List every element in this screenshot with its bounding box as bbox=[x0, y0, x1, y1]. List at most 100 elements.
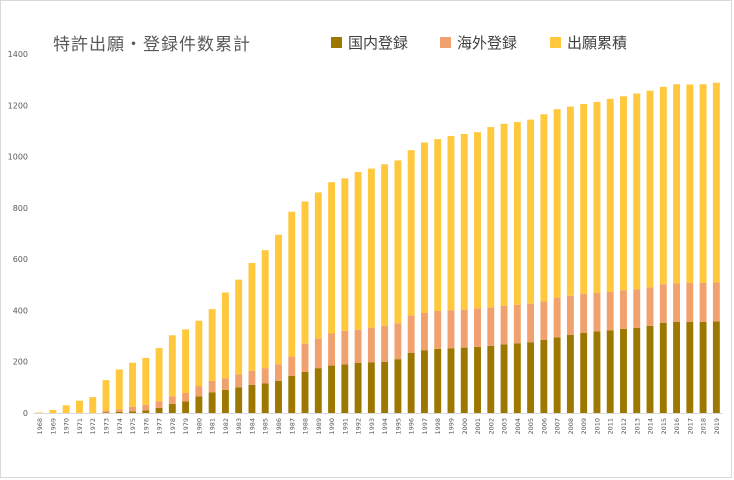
bar-segment-series-2 bbox=[195, 320, 203, 387]
bar-segment-series-1 bbox=[407, 315, 415, 353]
bar-segment-series-0 bbox=[513, 343, 521, 413]
bar-segment-series-1 bbox=[367, 327, 375, 363]
bar-segment-series-2 bbox=[208, 309, 216, 381]
bar-segment-series-1 bbox=[540, 301, 548, 340]
legend-item-domestic: 国内登録 bbox=[331, 33, 408, 52]
bar-segment-series-2 bbox=[314, 192, 322, 339]
bar-segment-series-0 bbox=[474, 346, 481, 413]
bar-segment-series-0 bbox=[620, 328, 627, 413]
bar-segment-series-1 bbox=[115, 409, 123, 412]
bar-segment-series-0 bbox=[659, 322, 667, 413]
bar-segment-series-0 bbox=[367, 362, 375, 413]
bar-segment-series-1 bbox=[354, 329, 362, 363]
y-tick-label: 1000 bbox=[8, 153, 28, 162]
bar-segment-series-0 bbox=[221, 389, 229, 413]
bar-segment-series-1 bbox=[420, 312, 428, 351]
x-tick-label: 1975 bbox=[129, 418, 137, 435]
bar-segment-series-0 bbox=[434, 348, 442, 413]
x-tick-label: 2008 bbox=[567, 418, 575, 435]
bar-segment-series-2 bbox=[407, 150, 415, 316]
legend-swatch-domestic bbox=[331, 36, 342, 48]
bar-segment-series-2 bbox=[155, 348, 163, 402]
bar-segment-series-0 bbox=[195, 396, 203, 413]
bar-segment-series-2 bbox=[341, 178, 349, 331]
x-tick-label: 1987 bbox=[288, 418, 296, 435]
bar-segment-series-1 bbox=[527, 303, 535, 343]
bar-segment-series-2 bbox=[633, 93, 641, 290]
x-tick-label: 1976 bbox=[142, 418, 150, 435]
x-tick-label: 2003 bbox=[501, 418, 509, 435]
x-tick-label: 1983 bbox=[235, 418, 243, 435]
bar-segment-series-0 bbox=[314, 368, 322, 413]
x-tick-label: 2018 bbox=[700, 418, 708, 435]
bar-segment-series-1 bbox=[394, 323, 402, 360]
bar-segment-series-2 bbox=[699, 84, 707, 283]
bar-segment-series-2 bbox=[620, 96, 627, 291]
x-tick-label: 2010 bbox=[593, 418, 601, 435]
bar-segment-series-0 bbox=[553, 337, 561, 413]
bar-segment-series-1 bbox=[513, 304, 521, 344]
x-tick-label: 1991 bbox=[341, 418, 349, 435]
bar-segment-series-0 bbox=[288, 375, 296, 413]
bar-segment-series-0 bbox=[129, 411, 136, 413]
bar-segment-series-2 bbox=[646, 90, 654, 288]
x-tick-label: 1984 bbox=[248, 418, 256, 435]
bar-segment-series-1 bbox=[275, 364, 282, 381]
bar-segment-series-2 bbox=[434, 139, 442, 311]
bar-segment-series-2 bbox=[487, 127, 495, 308]
bar-segment-series-1 bbox=[248, 370, 256, 385]
bar-segment-series-0 bbox=[142, 410, 150, 413]
bar-segment-series-2 bbox=[500, 123, 508, 306]
x-tick-label: 1972 bbox=[89, 418, 97, 435]
chart-title: 特許出願・登録件数累計 bbox=[53, 35, 251, 55]
bar-segment-series-0 bbox=[593, 331, 601, 413]
bar-segment-series-2 bbox=[62, 405, 70, 413]
bar-segment-series-1 bbox=[434, 310, 442, 349]
x-tick-label: 1973 bbox=[102, 418, 110, 435]
x-tick-label: 1999 bbox=[447, 418, 455, 435]
bar-segment-series-2 bbox=[606, 98, 614, 292]
bar-segment-series-2 bbox=[673, 84, 681, 284]
legend-item-foreign: 海外登録 bbox=[440, 33, 517, 52]
bar-segment-series-2 bbox=[593, 101, 601, 293]
bar-segment-series-2 bbox=[275, 234, 282, 365]
bar-segment-series-2 bbox=[420, 142, 428, 313]
bar-segment-series-0 bbox=[527, 342, 535, 413]
bar-segment-series-2 bbox=[288, 211, 296, 357]
x-tick-label: 2014 bbox=[647, 418, 655, 435]
x-tick-label: 1993 bbox=[368, 418, 376, 435]
bar-segment-series-0 bbox=[673, 321, 681, 413]
bar-segment-series-0 bbox=[102, 412, 110, 413]
bar-segment-series-0 bbox=[500, 344, 508, 413]
bar-segment-series-0 bbox=[381, 361, 389, 413]
bar-segment-series-0 bbox=[487, 345, 495, 413]
bar-segment-series-0 bbox=[394, 359, 402, 413]
x-tick-label: 1988 bbox=[302, 418, 310, 435]
x-tick-label: 1995 bbox=[394, 418, 402, 435]
bar-segment-series-2 bbox=[182, 329, 190, 393]
bar-segment-series-2 bbox=[102, 380, 110, 411]
bar-segment-series-0 bbox=[208, 392, 216, 413]
legend-swatch-foreign bbox=[440, 36, 451, 48]
bar-segment-series-2 bbox=[394, 160, 402, 324]
x-tick-label: 1989 bbox=[315, 418, 323, 435]
bar-segment-series-0 bbox=[168, 404, 176, 413]
bar-segment-series-1 bbox=[500, 305, 508, 345]
bar-segment-series-1 bbox=[659, 284, 667, 323]
bar-segment-series-0 bbox=[699, 321, 707, 413]
x-tick-label: 2006 bbox=[540, 418, 548, 435]
x-tick-label: 2007 bbox=[554, 418, 562, 435]
bar-segment-series-2 bbox=[447, 136, 455, 311]
bar-segment-series-1 bbox=[712, 282, 720, 322]
bar-segment-series-2 bbox=[142, 357, 150, 405]
bar-segment-series-0 bbox=[248, 384, 256, 413]
bar-segment-series-2 bbox=[513, 121, 521, 305]
bar-segment-series-1 bbox=[620, 290, 627, 329]
bar-segment-series-0 bbox=[328, 365, 336, 413]
bar-segment-series-2 bbox=[460, 134, 468, 310]
bar-segment-series-0 bbox=[301, 371, 309, 413]
bar-segment-series-1 bbox=[487, 307, 495, 346]
y-tick-label: 400 bbox=[13, 306, 28, 315]
bar-segment-series-0 bbox=[182, 401, 190, 413]
bar-segment-series-2 bbox=[367, 168, 375, 328]
